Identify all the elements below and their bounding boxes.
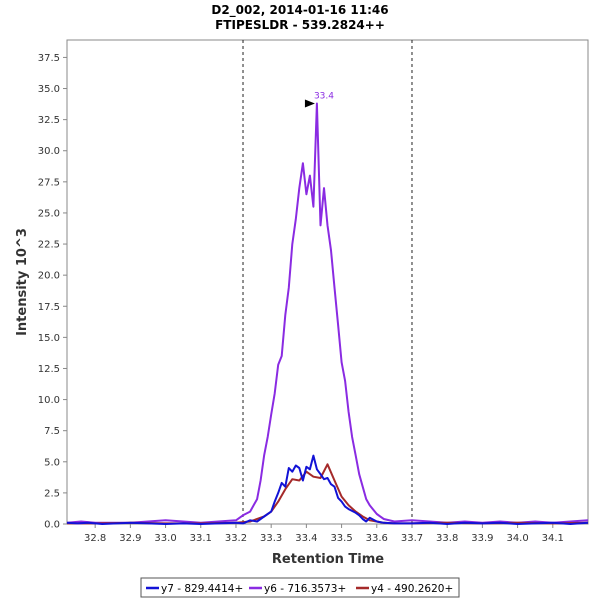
legend-label-y7: y7 - 829.4414+ (161, 583, 243, 595)
series-line-y6 (66, 102, 589, 524)
legend: y7 - 829.4414+ y6 - 716.3573+ y4 - 490.2… (140, 577, 460, 598)
y-tick-label: 27.5 (38, 177, 60, 188)
y-axis-ticks: 0.0 2.5 5.0 7.5 10.0 12.5 15.0 17.5 20.0 22.5 25.0… (38, 53, 67, 531)
x-tick-label: 33.8 (436, 533, 458, 544)
legend-label-y6: y6 - 716.3573+ (264, 583, 346, 595)
y-tick-label: 12.5 (38, 364, 60, 375)
x-tick-label: 33.7 (401, 533, 423, 544)
y-tick-label: 15.0 (38, 333, 60, 344)
y-tick-label: 10.0 (38, 395, 60, 406)
y-tick-label: 17.5 (38, 302, 60, 313)
x-tick-label: 33.9 (471, 533, 493, 544)
x-tick-label: 34.1 (542, 533, 564, 544)
peak-marker-icon (304, 99, 315, 108)
y-tick-label: 37.5 (38, 53, 60, 64)
x-tick-label: 32.8 (84, 533, 106, 544)
y-axis-label: Intensity 10^3 (15, 228, 30, 336)
chart-title: D2_002, 2014-01-16 11:46 (211, 3, 388, 18)
y-tick-label: 32.5 (38, 115, 60, 126)
x-tick-label: 32.9 (119, 533, 141, 544)
series-line-y7 (66, 454, 589, 525)
x-axis-ticks: 32.8 32.9 33.0 33.1 33.2 33.3 33.4 33.5 33.6 33.7… (84, 524, 564, 544)
x-tick-label: 33.6 (366, 533, 388, 544)
y-tick-label: 0.0 (44, 520, 60, 531)
x-tick-label: 33.1 (190, 533, 212, 544)
chart-subtitle: FTIPESLDR - 539.2824++ (215, 18, 385, 32)
series-lines (66, 102, 589, 525)
y-tick-label: 20.0 (38, 271, 60, 282)
x-tick-label: 33.2 (225, 533, 247, 544)
y-tick-label: 22.5 (38, 240, 60, 251)
y-tick-label: 25.0 (38, 208, 60, 219)
peak-annotation-label: 33.4 (314, 91, 334, 101)
legend-box (140, 577, 460, 598)
y-tick-label: 30.0 (38, 146, 60, 157)
x-tick-label: 33.5 (330, 533, 352, 544)
x-axis-label: Retention Time (272, 552, 384, 567)
legend-label-y4: y4 - 490.2620+ (371, 583, 453, 595)
x-tick-label: 33.3 (260, 533, 282, 544)
y-tick-label: 35.0 (38, 84, 60, 95)
x-tick-label: 33.0 (154, 533, 176, 544)
y-tick-label: 5.0 (44, 457, 60, 468)
plot-area (66, 39, 589, 525)
x-tick-label: 33.4 (295, 533, 317, 544)
y-tick-label: 2.5 (44, 488, 60, 499)
x-tick-label: 34.0 (506, 533, 528, 544)
integration-bounds (242, 40, 413, 524)
y-tick-label: 7.5 (44, 426, 60, 437)
